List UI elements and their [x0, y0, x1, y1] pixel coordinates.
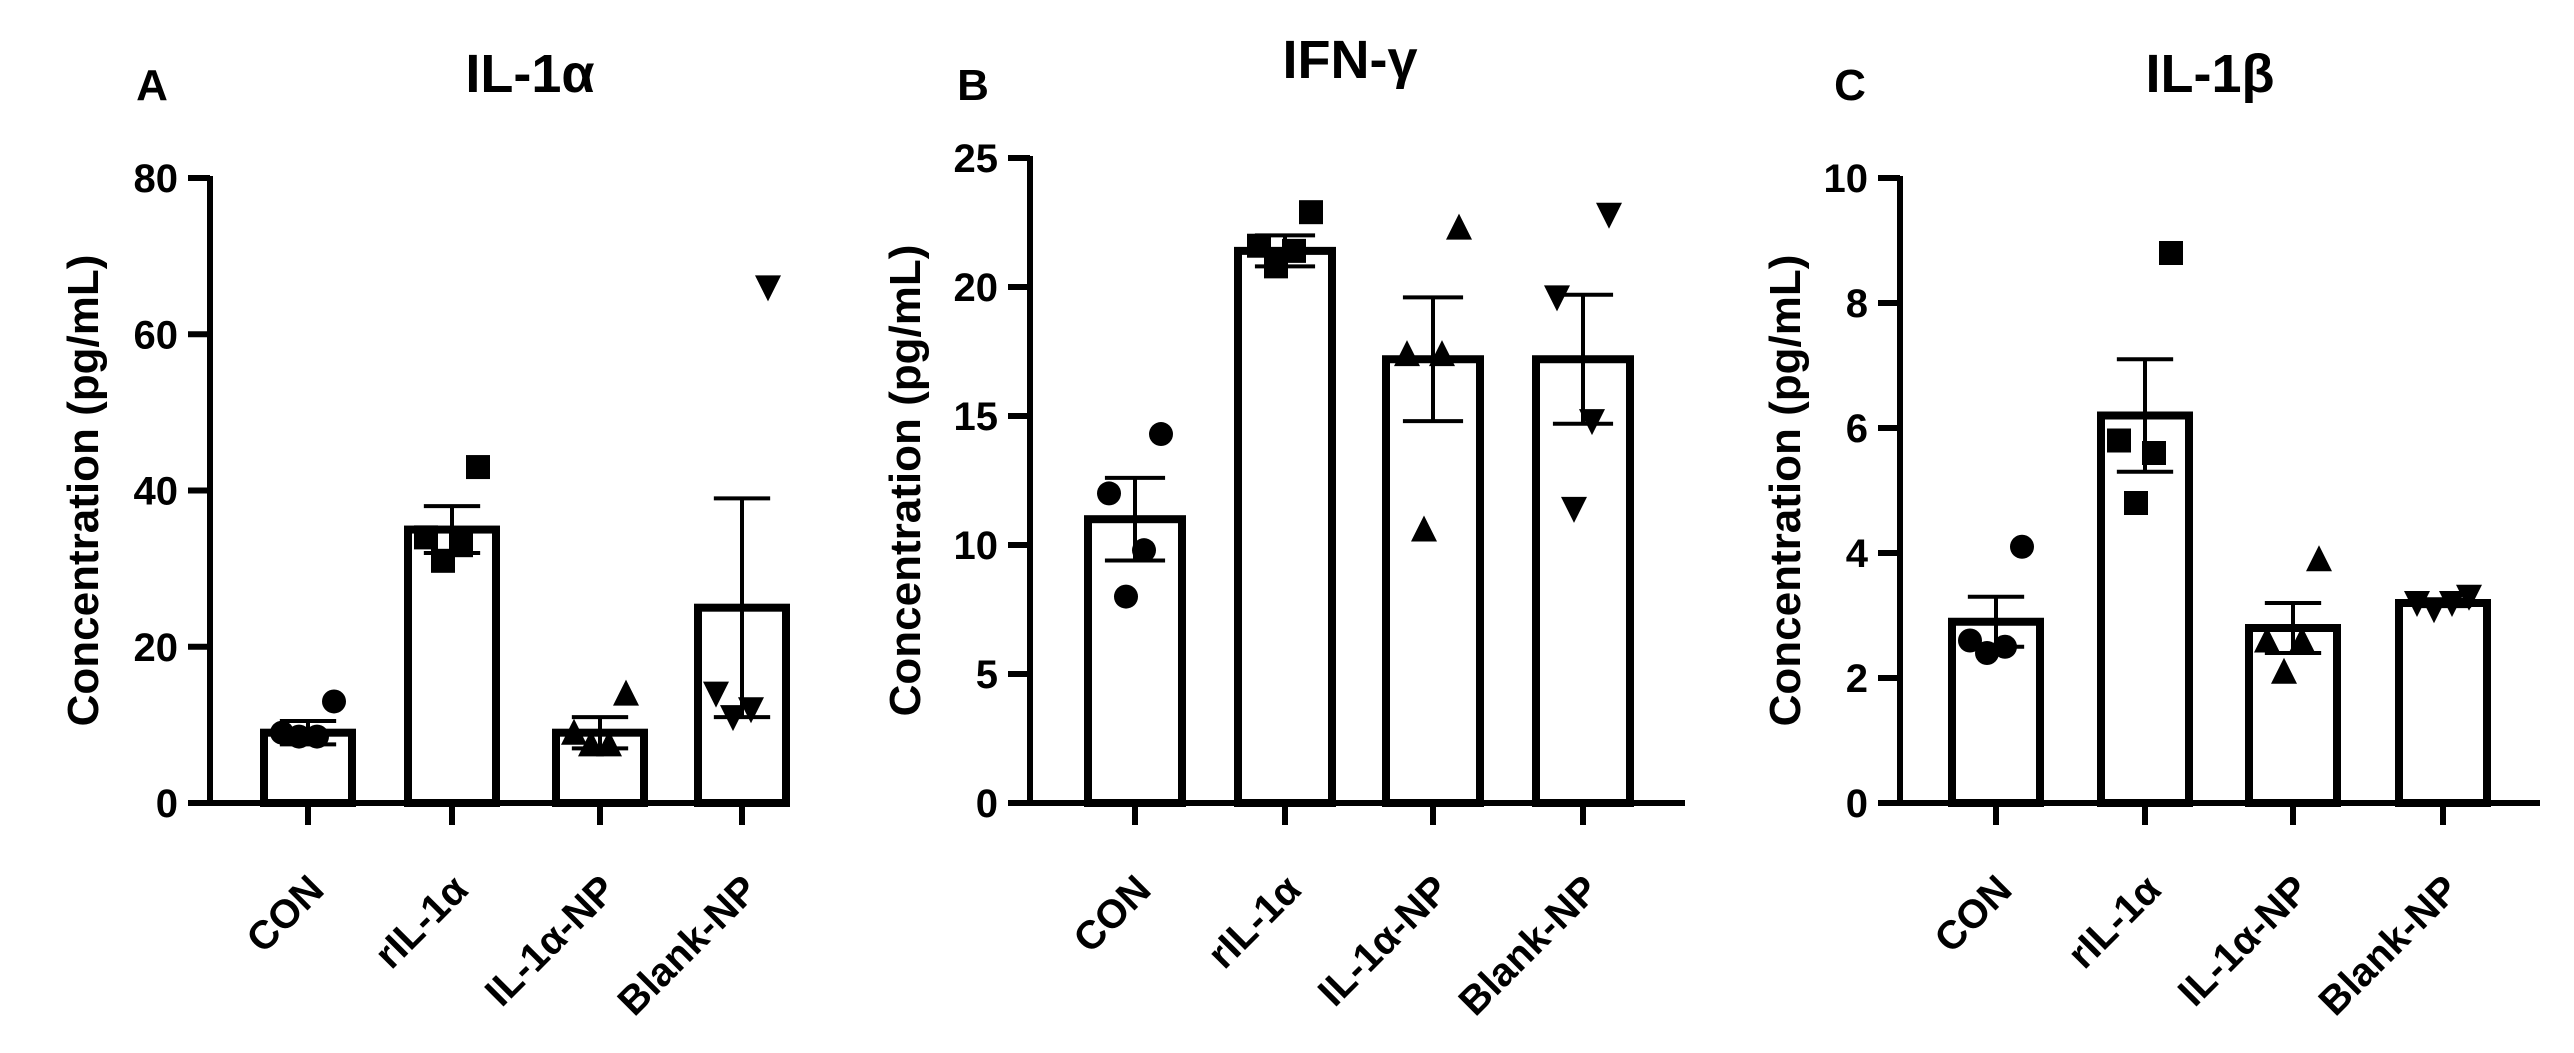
- y-tick-label: 8: [1846, 282, 1868, 326]
- y-tick-label: 2: [1846, 657, 1868, 701]
- data-point: [1149, 422, 1173, 447]
- data-point: [2010, 534, 2034, 559]
- data-point: [270, 720, 294, 745]
- data-point: [466, 455, 490, 480]
- data-point: [1561, 496, 1587, 523]
- data-point: [305, 724, 329, 749]
- data-point: [596, 730, 622, 757]
- data-point: [449, 533, 473, 558]
- data-point: [1596, 202, 1622, 229]
- x-category-label: CON: [1926, 867, 2020, 961]
- x-category-label: rIL-1α: [1200, 867, 1310, 977]
- panel-letter: B: [957, 61, 989, 110]
- x-category-label: IL-1α-NP: [477, 867, 624, 1014]
- bar: [2245, 624, 2341, 807]
- y-tick-label: 20: [134, 626, 179, 670]
- chart-title: IL-1β: [2146, 44, 2275, 104]
- data-point: [1993, 634, 2017, 659]
- data-point: [1446, 213, 1472, 240]
- data-point: [738, 697, 764, 724]
- chart-panel-c: C IL-1β Concentration (pg/mL) 0 2 4 6 8 10 CON rIL…: [1761, 44, 2540, 1024]
- x-category-label: CON: [1065, 867, 1159, 961]
- data-point: [1579, 409, 1605, 436]
- x-category-label: IL-1α-NP: [1310, 867, 1457, 1014]
- data-point: [2271, 657, 2297, 684]
- data-point: [2404, 591, 2430, 617]
- y-tick-label: 6: [1846, 407, 1868, 451]
- data-point: [1114, 584, 1138, 609]
- data-point: [2456, 584, 2482, 611]
- y-tick-label: 60: [134, 313, 179, 357]
- panel-letter: A: [136, 61, 168, 110]
- panel-letter: C: [1834, 61, 1866, 110]
- data-point: [2289, 626, 2315, 653]
- data-point: [1544, 285, 1570, 312]
- data-point: [2124, 491, 2148, 515]
- y-tick-label: 40: [134, 470, 179, 514]
- data-point: [2439, 591, 2465, 617]
- x-category-label: Blank-NP: [1451, 867, 1608, 1024]
- data-point: [2107, 428, 2131, 453]
- chart-title: IFN-γ: [1283, 30, 1418, 90]
- y-tick-label: 10: [1824, 157, 1869, 201]
- data-point: [1411, 515, 1437, 542]
- y-tick-label: 10: [954, 524, 999, 568]
- data-point: [613, 679, 639, 706]
- y-tick-label: 15: [954, 395, 999, 439]
- data-point: [1299, 200, 1323, 225]
- x-category-label: rIL-1α: [367, 867, 477, 977]
- x-category-label: Blank-NP: [2311, 867, 2468, 1024]
- data-point: [1247, 233, 1271, 258]
- y-axis-label: Concentration (pg/mL): [1761, 255, 1810, 727]
- bar: [1532, 355, 1634, 807]
- bar: [1234, 246, 1336, 807]
- bar: [2097, 411, 2193, 807]
- data-point: [2142, 441, 2166, 465]
- x-category-label: rIL-1α: [2060, 867, 2170, 977]
- data-point: [720, 705, 746, 732]
- chart-panel-b: B IFN-γ Concentration (pg/mL) 0 5 10 15 20 25 CON…: [881, 30, 1685, 1024]
- y-tick-label: 5: [976, 653, 998, 697]
- data-point: [578, 730, 604, 757]
- y-tick-label: 4: [1846, 532, 1869, 576]
- data-point: [1975, 641, 1999, 665]
- y-axis-label: Concentration (pg/mL): [59, 255, 108, 727]
- y-tick-label: 25: [954, 137, 999, 181]
- bar: [1382, 355, 1484, 807]
- data-point: [2306, 545, 2332, 572]
- data-point: [1958, 628, 1982, 653]
- data-point: [1132, 538, 1156, 563]
- data-point: [703, 681, 729, 708]
- chart-panel-a: A IL-1α Concentration (pg/mL) 0 20 40 60 80 CON r…: [59, 44, 790, 1024]
- data-point: [561, 718, 587, 745]
- y-tick-label: 20: [954, 266, 999, 310]
- data-point: [1282, 238, 1306, 263]
- chart-title: IL-1α: [465, 44, 594, 104]
- data-point: [414, 525, 438, 550]
- y-tick-label: 80: [134, 157, 179, 201]
- y-tick-label: 0: [156, 782, 178, 826]
- y-axis-label: Concentration (pg/mL): [881, 245, 930, 717]
- x-category-label: Blank-NP: [610, 867, 767, 1024]
- data-point: [2421, 597, 2447, 624]
- data-point: [755, 275, 781, 302]
- data-point: [2159, 241, 2183, 265]
- data-point: [1429, 340, 1455, 367]
- bar: [2395, 599, 2491, 807]
- y-tick-label: 0: [976, 782, 998, 826]
- data-point: [2254, 626, 2280, 653]
- data-point: [322, 689, 346, 714]
- data-point: [1394, 340, 1420, 367]
- y-tick-label: 0: [1846, 782, 1868, 826]
- x-category-label: IL-1α-NP: [2170, 867, 2317, 1014]
- data-point: [1097, 481, 1121, 506]
- x-category-label: CON: [238, 867, 332, 961]
